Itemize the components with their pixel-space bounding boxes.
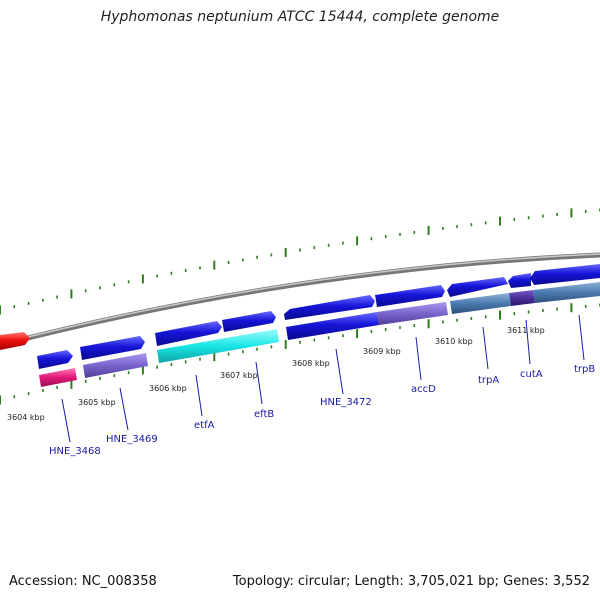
scale-label: 3606 kbp xyxy=(149,384,187,393)
leader-line-hne-3468 xyxy=(61,398,71,443)
gene-arrow-hne-3472[interactable] xyxy=(284,295,375,320)
leader-line-cuta xyxy=(525,319,531,365)
feature-bar-trpa[interactable] xyxy=(450,293,511,314)
gene-arrow-cuta[interactable] xyxy=(508,273,531,288)
gene-label-cuta[interactable]: cutA xyxy=(520,369,543,380)
leader-line-trpa xyxy=(482,326,489,370)
inner-tick-track xyxy=(0,303,600,405)
gene-arrow-trpa[interactable] xyxy=(447,277,508,297)
leader-line-hne-3469 xyxy=(119,387,129,431)
gene-label-accd[interactable]: accD xyxy=(411,384,436,395)
scale-label: 3609 kbp xyxy=(363,347,401,356)
outer-tick-track xyxy=(0,208,600,315)
feature-bar-trpb[interactable] xyxy=(533,282,600,303)
genome-backbone-highlight xyxy=(0,253,600,345)
genome-summary: Topology: circular; Length: 3,705,021 bp… xyxy=(232,574,590,589)
gene-label-trpa[interactable]: trpA xyxy=(478,375,499,386)
leader-line-hne-3472 xyxy=(335,348,344,395)
leader-line-etfa xyxy=(195,374,203,417)
gene-label-trpb[interactable]: trpB xyxy=(574,364,595,375)
genome-title: Hyphomonas neptunium ATCC 15444, complet… xyxy=(100,9,500,25)
gene-arrow-upstream[interactable] xyxy=(0,332,30,350)
scale-label: 3607 kbp xyxy=(220,371,258,380)
gene-arrow-accd[interactable] xyxy=(375,285,445,307)
leader-line-accd xyxy=(415,336,422,381)
scale-label: 3608 kbp xyxy=(292,359,330,368)
genome-backbone xyxy=(0,252,600,348)
gene-arrow-hne-3468[interactable] xyxy=(37,350,73,369)
leader-line-eftb xyxy=(255,361,263,405)
leader-line-trpb xyxy=(578,314,585,361)
scale-label: 3610 kbp xyxy=(435,337,473,346)
gene-arrow-trpb[interactable] xyxy=(530,264,600,285)
feature-bar-cuta[interactable] xyxy=(509,290,535,306)
accession-label: Accession: NC_008358 xyxy=(9,574,157,589)
gene-arrow-etfa[interactable] xyxy=(155,321,222,346)
feature-bar-accd[interactable] xyxy=(377,302,448,325)
gene-label-hne-3469[interactable]: HNE_3469 xyxy=(106,434,158,445)
feature-bar-etfa-eftb[interactable] xyxy=(157,329,279,363)
gene-label-etfa[interactable]: etfA xyxy=(194,420,215,431)
scale-label: 3605 kbp xyxy=(78,398,116,407)
gene-label-hne-3468[interactable]: HNE_3468 xyxy=(49,446,101,457)
gene-label-hne-3472[interactable]: HNE_3472 xyxy=(320,397,372,408)
feature-bar-hne-3472[interactable] xyxy=(286,312,379,340)
gene-arrow-hne-3469[interactable] xyxy=(80,336,145,360)
feature-bar-hne-3468[interactable] xyxy=(39,368,77,387)
feature-bar-hne-3469[interactable] xyxy=(83,353,148,378)
scale-label: 3611 kbp xyxy=(507,326,545,335)
scale-label: 3604 kbp xyxy=(7,413,45,422)
gene-label-eftb[interactable]: eftB xyxy=(254,409,274,420)
gene-arrow-eftb[interactable] xyxy=(222,311,276,332)
